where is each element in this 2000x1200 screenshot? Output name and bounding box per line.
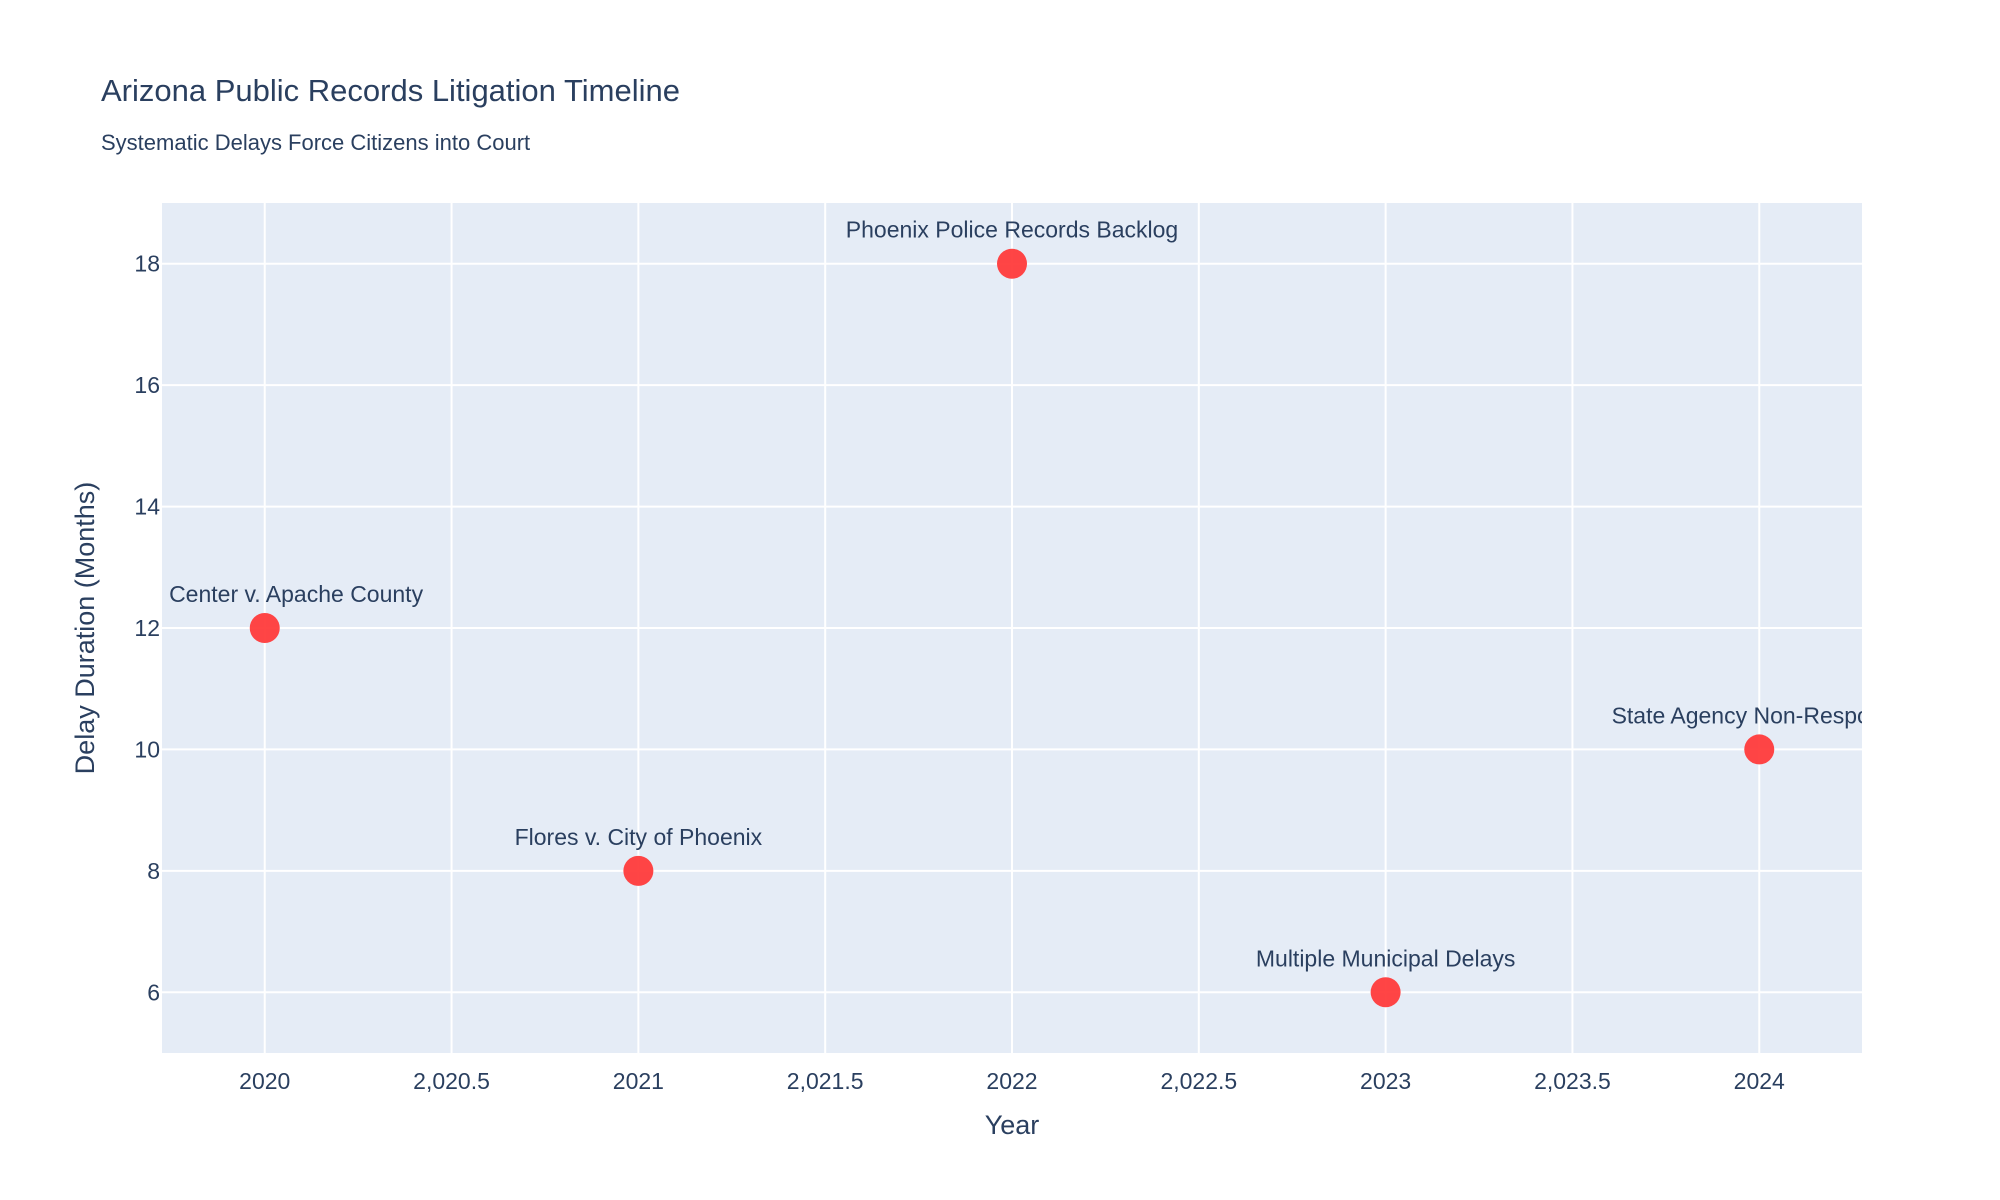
y-tick-label: 6 [147,979,160,1005]
data-point[interactable]: Multiple Municipal Delays [1256,945,1516,1008]
data-points: Legal Center v. Apache County Flores v. C… [106,217,1907,1008]
point-marker[interactable] [623,855,654,886]
data-point[interactable]: State Agency Non-Response [1612,702,1907,765]
data-point[interactable]: Phoenix Police Records Backlog [846,217,1178,279]
x-axis-title: Year [985,1110,1040,1140]
chart-title: Arizona Public Records Litigation Timeli… [101,73,680,108]
y-tick-label: 14 [134,494,160,520]
x-tick-label: 2020 [239,1068,290,1094]
x-tick-label: 2021 [613,1068,664,1094]
point-marker[interactable] [1744,734,1775,765]
data-point[interactable]: Flores v. City of Phoenix [515,824,763,886]
chart-subtitle: Systematic Delays Force Citizens into Co… [101,130,530,155]
point-label: State Agency Non-Response [1612,702,1907,728]
point-marker[interactable] [249,613,280,643]
point-marker[interactable] [997,248,1027,279]
grid [162,203,1862,1053]
point-label: Multiple Municipal Delays [1256,945,1516,971]
y-tick-label: 10 [134,736,160,762]
x-tick-label: 2024 [1734,1068,1785,1094]
point-marker[interactable] [1370,977,1401,1008]
x-tick-label: 2,023.5 [1534,1068,1611,1094]
y-axis-title: Delay Duration (Months) [70,482,100,775]
point-label: Legal Center v. Apache County [106,581,423,607]
y-tick-label: 8 [147,858,160,884]
x-tick-label: 2022 [986,1068,1037,1094]
x-tick-label: 2023 [1360,1068,1411,1094]
y-tick-label: 16 [134,372,160,398]
x-tick-label: 2,021.5 [787,1068,864,1094]
point-label: Flores v. City of Phoenix [515,824,763,850]
x-tick-label: 2,022.5 [1160,1068,1237,1094]
y-tick-label: 12 [134,615,160,641]
point-label: Phoenix Police Records Backlog [846,217,1178,243]
data-point[interactable]: Legal Center v. Apache County [106,581,424,643]
y-tick-label: 18 [134,251,160,277]
axis-ticks: 2020 2,020.5 2021 2,021.5 2022 2,022.5 2023 2,0… [134,251,1785,1094]
x-tick-label: 2,020.5 [413,1068,490,1094]
